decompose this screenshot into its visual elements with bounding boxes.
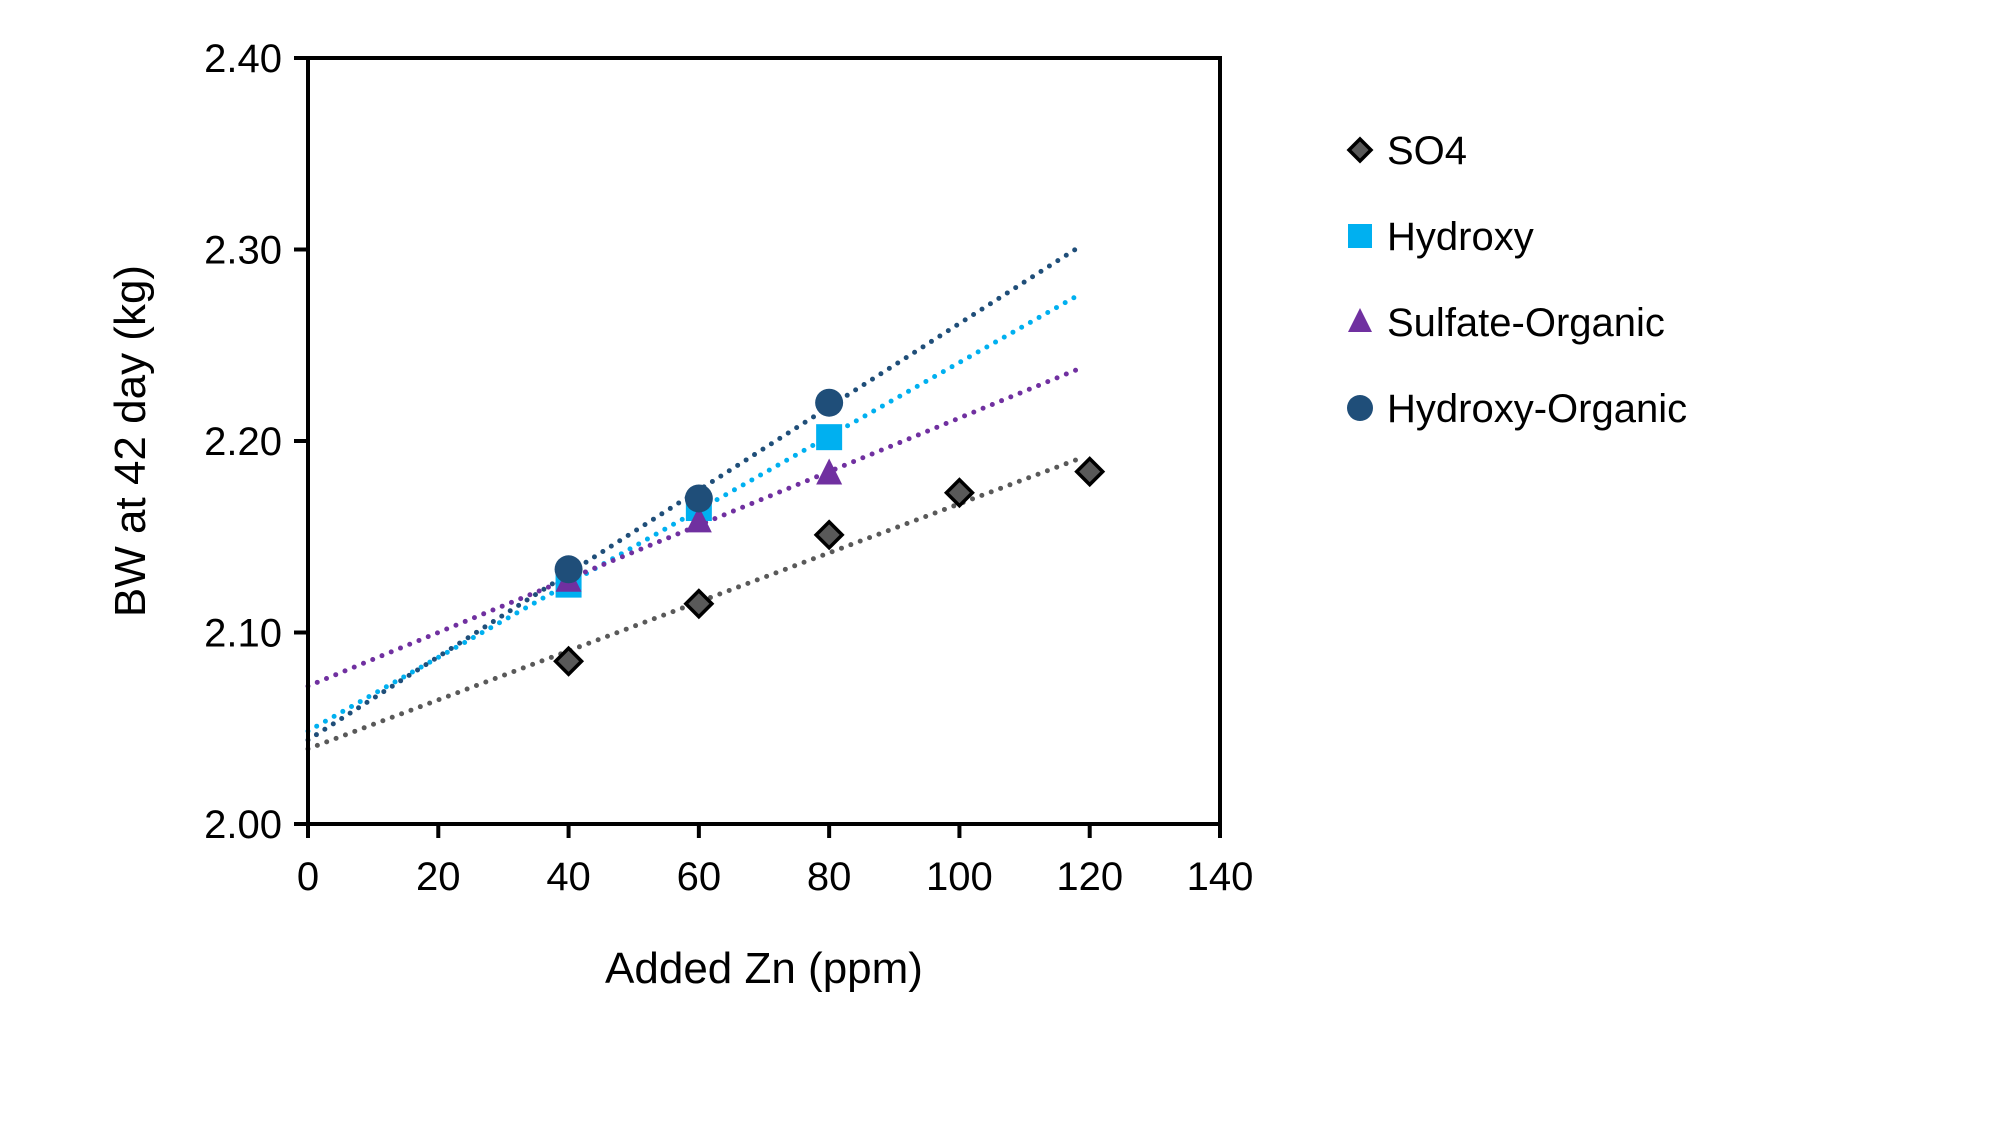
trendline-2: [305, 367, 1080, 689]
y-axis-label: BW at 42 day (kg): [106, 265, 155, 617]
plot-area-frame: [306, 56, 1222, 826]
data-point-so4: [683, 588, 715, 620]
legend-label: Hydroxy: [1387, 215, 1534, 259]
data-point-hydroxy: [816, 424, 843, 451]
legend: SO4 Hydroxy Sulfate-Organic Hydroxy-Organic: [1346, 129, 1687, 431]
y-tick-label: 2.40: [204, 37, 282, 81]
data-point-hydroxy-organic: [554, 555, 583, 584]
y-tick-label: 2.10: [204, 612, 282, 656]
y-tick-label: 2.20: [204, 420, 282, 464]
data-point-sulfate-organic: [816, 458, 843, 485]
data-point-so4: [1074, 456, 1106, 488]
data-point-so4: [943, 477, 975, 509]
legend-marker-1: [1348, 224, 1372, 248]
data-point-sulfate-organic: [685, 506, 712, 533]
x-tick-label: 20: [416, 855, 461, 899]
axis-ticks: 0 20 40 60 80 100 120 140 2.00 2.10 2.20 2.30 2.40: [204, 37, 1253, 899]
data-point-hydroxy-organic: [815, 388, 844, 417]
x-tick-label: 120: [1056, 855, 1123, 899]
x-tick-label: 40: [546, 855, 591, 899]
x-tick-label: 100: [926, 855, 993, 899]
x-tick-label: 0: [297, 855, 319, 899]
data-point-so4: [813, 519, 845, 551]
legend-label: Sulfate-Organic: [1387, 301, 1665, 345]
data-points: [553, 388, 1106, 677]
x-tick-label: 140: [1187, 855, 1254, 899]
legend-marker-0: [1346, 136, 1374, 164]
x-axis-label: Added Zn (ppm): [605, 944, 923, 993]
y-tick-label: 2.00: [204, 803, 282, 847]
data-point-so4: [553, 645, 585, 677]
legend-marker-2: [1348, 308, 1372, 332]
trendline-3: [305, 246, 1080, 743]
legend-label: SO4: [1387, 129, 1467, 173]
x-tick-label: 80: [807, 855, 852, 899]
y-tick-label: 2.30: [204, 229, 282, 273]
legend-marker-3: [1347, 395, 1373, 421]
x-tick-label: 60: [677, 855, 722, 899]
legend-label: Hydroxy-Organic: [1387, 387, 1687, 431]
data-point-hydroxy-organic: [684, 484, 713, 513]
